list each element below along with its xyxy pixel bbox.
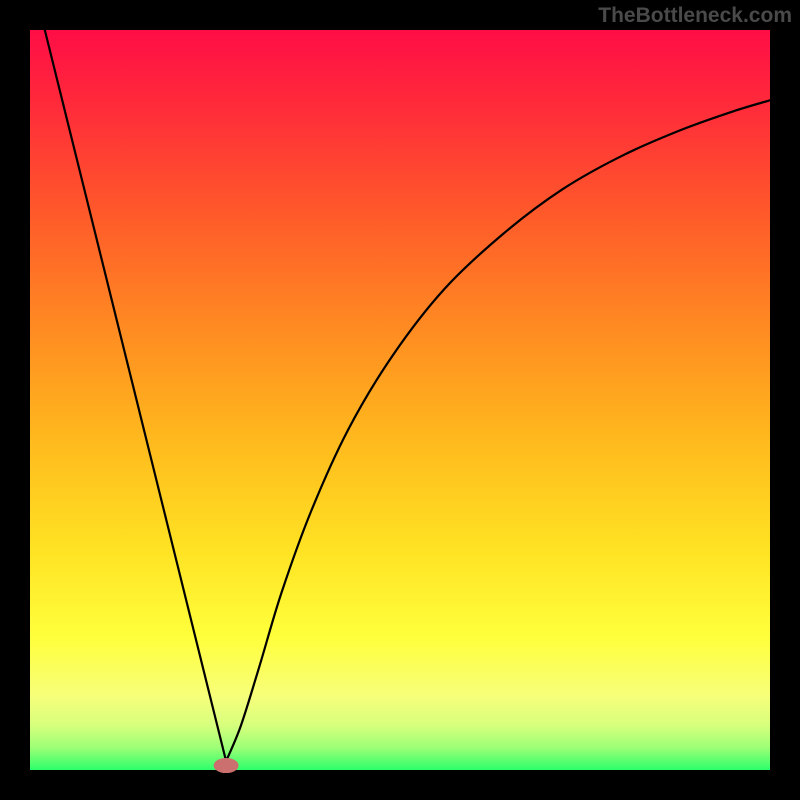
chart-container: TheBottleneck.com	[0, 0, 800, 800]
watermark-text: TheBottleneck.com	[598, 4, 792, 27]
optimum-marker	[214, 759, 238, 773]
plot-background	[30, 30, 770, 770]
chart-svg: TheBottleneck.com	[0, 0, 800, 800]
